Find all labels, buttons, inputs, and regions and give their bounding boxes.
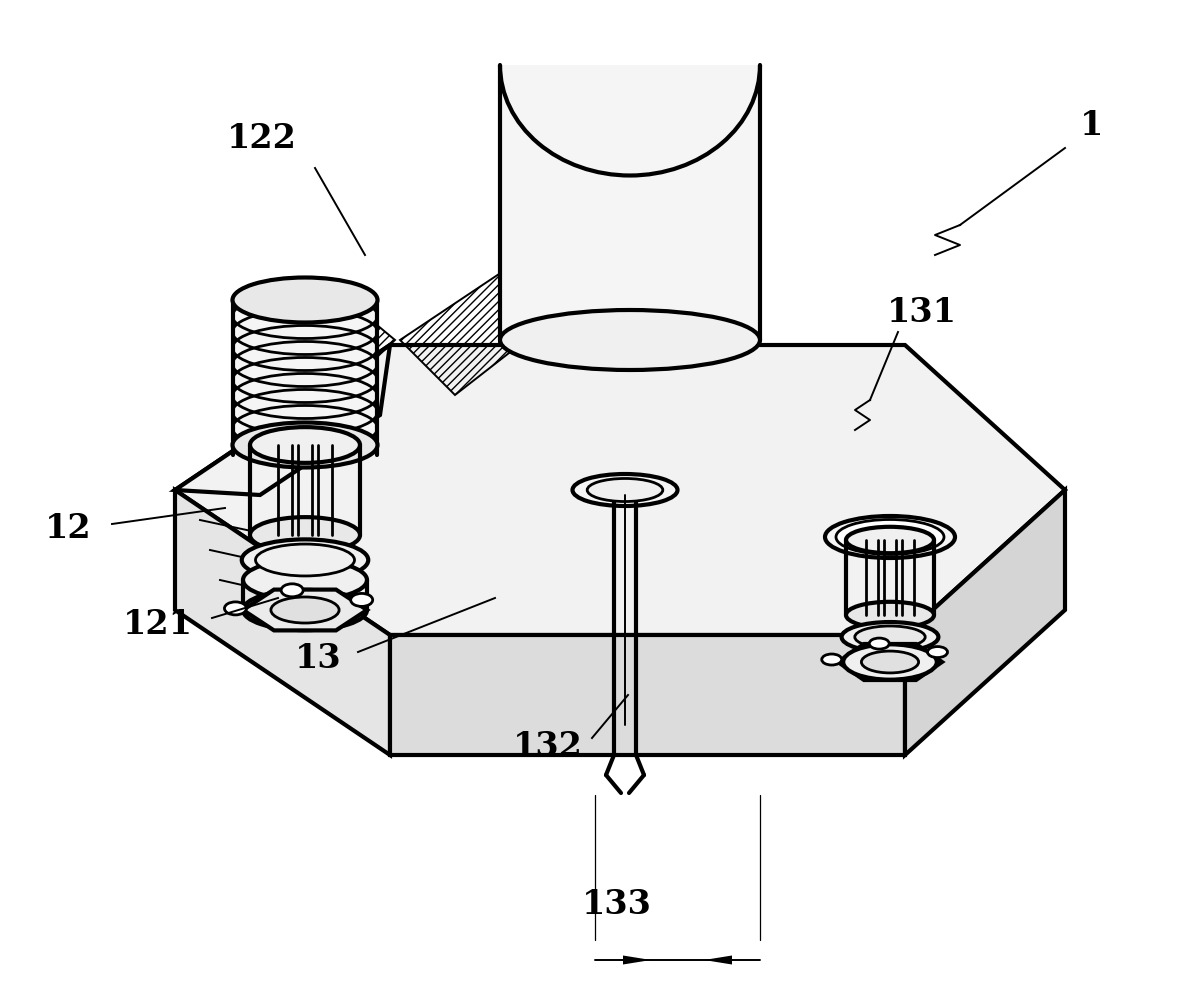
Ellipse shape (242, 539, 368, 580)
Ellipse shape (822, 654, 841, 665)
Ellipse shape (846, 527, 934, 553)
Text: 13: 13 (295, 642, 342, 674)
Text: 121: 121 (123, 608, 193, 641)
Polygon shape (838, 644, 942, 680)
Ellipse shape (854, 626, 925, 648)
Ellipse shape (837, 519, 944, 554)
Polygon shape (175, 345, 390, 495)
Ellipse shape (271, 597, 339, 623)
Ellipse shape (927, 647, 947, 658)
Text: 133: 133 (582, 888, 652, 921)
Polygon shape (500, 65, 760, 340)
FancyArrow shape (595, 956, 651, 965)
Ellipse shape (825, 516, 956, 558)
Ellipse shape (256, 544, 355, 576)
Text: 131: 131 (887, 297, 957, 330)
Ellipse shape (232, 278, 377, 323)
Ellipse shape (281, 583, 303, 597)
Ellipse shape (232, 423, 377, 468)
Ellipse shape (587, 479, 663, 502)
Ellipse shape (351, 594, 372, 607)
Polygon shape (390, 635, 906, 754)
Polygon shape (233, 300, 377, 445)
Polygon shape (243, 590, 367, 631)
Ellipse shape (862, 651, 919, 673)
Ellipse shape (572, 474, 677, 506)
Text: 122: 122 (227, 122, 298, 155)
Polygon shape (175, 345, 1065, 635)
Text: 12: 12 (45, 511, 92, 544)
Ellipse shape (841, 622, 939, 652)
Ellipse shape (250, 517, 361, 553)
Polygon shape (175, 490, 390, 754)
Ellipse shape (250, 428, 361, 463)
Ellipse shape (500, 310, 760, 370)
Text: 132: 132 (513, 729, 583, 763)
Ellipse shape (869, 638, 889, 649)
Ellipse shape (243, 560, 367, 601)
Text: 1: 1 (1081, 109, 1103, 142)
Ellipse shape (846, 602, 934, 628)
FancyArrow shape (704, 956, 760, 965)
Ellipse shape (225, 602, 246, 615)
Ellipse shape (844, 644, 937, 680)
Ellipse shape (243, 590, 367, 630)
Polygon shape (906, 490, 1065, 754)
